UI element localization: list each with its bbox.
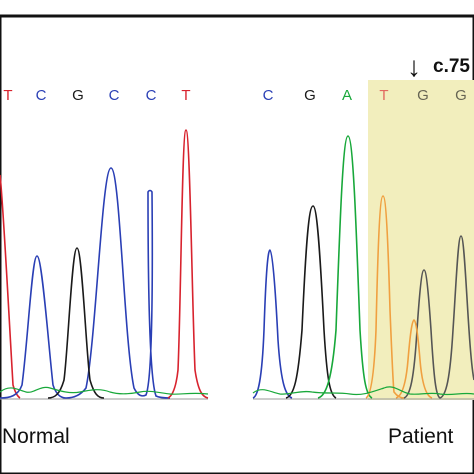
mutation-arrow-icon: ↓	[407, 51, 421, 82]
patient-base-calls: C G A T G G	[263, 87, 467, 104]
normal-panel-label: Normal	[2, 425, 70, 448]
normal-noise	[0, 386, 209, 395]
patient-trace-a	[317, 135, 373, 399]
patient-trace-t	[365, 195, 405, 399]
patient-trace-c	[252, 249, 293, 399]
patient-noise	[252, 386, 474, 396]
figure-frame	[0, 14, 474, 474]
mutation-highlight-region	[368, 80, 474, 400]
patient-base-5: G	[417, 87, 429, 104]
normal-base-2: C	[36, 87, 47, 104]
normal-trace-t2	[167, 129, 209, 399]
patient-panel-label: Patient	[388, 425, 454, 448]
mutation-annotation-label: c.75	[433, 56, 470, 77]
normal-base-4: C	[109, 87, 120, 104]
normal-trace-g	[47, 247, 105, 399]
normal-base-6: T	[181, 87, 190, 104]
normal-trace-t	[0, 174, 21, 399]
patient-trace-g3	[439, 235, 474, 399]
patient-base-6: G	[455, 87, 467, 104]
patient-traces	[252, 135, 474, 399]
patient-trace-t2	[395, 319, 433, 399]
patient-base-3: A	[342, 87, 352, 104]
normal-base-calls: T C G C C T	[3, 87, 190, 104]
normal-trace-c	[0, 167, 171, 399]
patient-trace-g2	[403, 269, 441, 399]
patient-base-2: G	[304, 87, 316, 104]
normal-base-3: G	[72, 87, 84, 104]
normal-traces	[0, 129, 209, 399]
patient-trace-g	[285, 205, 337, 399]
normal-base-5: C	[146, 87, 157, 104]
patient-base-1: C	[263, 87, 274, 104]
normal-base-1: T	[3, 87, 12, 104]
patient-base-4: T	[379, 87, 388, 104]
